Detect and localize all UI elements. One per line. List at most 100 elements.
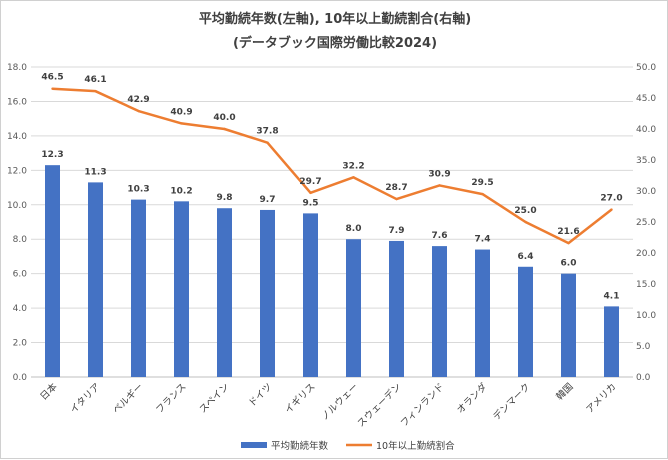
line-point: [481, 192, 484, 196]
bar: [303, 213, 318, 377]
category-label: デンマーク: [491, 381, 533, 423]
right-tick-label: 30.0: [636, 187, 656, 197]
bar-value-label: 7.9: [389, 226, 405, 236]
gridlines: [31, 66, 633, 378]
bar: [561, 273, 576, 377]
line-value-label: 40.9: [170, 107, 192, 117]
left-tick-label: 0.0: [13, 373, 28, 383]
line-point: [223, 127, 226, 131]
bar: [518, 266, 533, 377]
line-value-label: 32.2: [342, 161, 364, 171]
category-label: フィンランド: [399, 381, 447, 429]
right-tick-label: 5.0: [636, 342, 651, 352]
line-point: [567, 241, 570, 245]
bar: [131, 199, 146, 377]
line-value-label: 25.0: [514, 206, 536, 216]
left-tick-label: 8.0: [13, 235, 28, 245]
line-value-label: 46.5: [41, 73, 63, 83]
category-label: ドイツ: [247, 381, 275, 409]
left-tick-label: 6.0: [13, 270, 28, 280]
right-tick-label: 50.0: [636, 63, 656, 73]
left-tick-label: 2.0: [13, 339, 28, 349]
line-value-label: 29.5: [471, 178, 493, 188]
bar-value-label: 9.8: [217, 193, 233, 203]
category-label: イタリア: [68, 381, 102, 415]
line-point: [395, 197, 398, 201]
right-tick-label: 45.0: [636, 94, 656, 104]
line-value-label: 29.7: [299, 177, 321, 187]
category-label: 韓国: [554, 381, 575, 402]
bar-series: 12.3 11.3 10.3 10.2 9.8 9.7 9.5 8.0 7.9 7.6 7.4 6.4…: [41, 150, 619, 377]
category-label: 日本: [38, 380, 60, 402]
category-label: スウェーデン: [355, 381, 404, 430]
line-point: [438, 184, 441, 187]
bar-value-label: 7.6: [432, 231, 448, 241]
bar-value-label: 6.0: [561, 259, 577, 269]
line-point: [524, 220, 527, 224]
category-label: フランス: [154, 381, 189, 416]
line-value-label: 27.0: [600, 194, 622, 204]
bar-value-label: 12.3: [41, 150, 63, 160]
line-value-label: 30.9: [428, 169, 450, 179]
right-tick-label: 40.0: [636, 125, 656, 135]
right-axis-ticks: 0.0 5.0 10.0 15.0 20.0 25.0 30.0 35.0 40.0 45.0 50…: [636, 63, 656, 383]
line-value-label: 28.7: [385, 183, 407, 193]
line-point: [180, 122, 183, 125]
bar-value-label: 9.5: [303, 198, 319, 208]
legend: 平均勤続年数 10年以上勤続割合: [241, 440, 455, 452]
chart-title-line-2: (データブック国際労働比較2024): [233, 35, 437, 51]
bar-value-label: 9.7: [260, 195, 276, 205]
right-tick-label: 10.0: [636, 311, 656, 321]
bar: [346, 239, 361, 377]
line-value-label: 42.9: [127, 95, 149, 105]
line-value-label: 46.1: [84, 75, 106, 85]
bar: [174, 201, 189, 377]
chart-title-line-1: 平均勤続年数(左軸), 10年以上勤続割合(右軸): [199, 11, 471, 27]
bar-value-label: 8.0: [346, 224, 362, 234]
line-value-label: 21.6: [557, 227, 579, 237]
line-point: [51, 87, 54, 90]
left-axis-ticks: 0.0 2.0 4.0 6.0 8.0 10.0 12.0 14.0 16.0 18.0: [7, 63, 27, 383]
bar-value-label: 10.3: [127, 185, 149, 195]
bar: [217, 208, 232, 377]
category-label: イギリス: [283, 381, 318, 416]
legend-line-label: 10年以上勤続割合: [376, 440, 455, 452]
right-tick-label: 15.0: [636, 280, 656, 290]
category-label: ベルギー: [111, 381, 146, 416]
category-label: スペイン: [197, 381, 231, 415]
category-label: ノルウェー: [319, 381, 360, 422]
bar: [260, 209, 275, 377]
x-axis-labels: 日本 イタリア ベルギー フランス スペイン ドイツ イギリス ノルウェースウェーデンフィンラ…: [38, 380, 619, 429]
bar-value-label: 6.4: [518, 252, 534, 262]
chart-title: 平均勤続年数(左軸), 10年以上勤続割合(右軸) (データブック国際労働比較2…: [199, 11, 471, 51]
line-value-label: 37.8: [256, 127, 278, 137]
left-tick-label: 10.0: [7, 201, 27, 211]
bar: [475, 249, 490, 377]
line-point: [352, 176, 355, 179]
legend-bar-label: 平均勤続年数: [271, 440, 329, 452]
bar: [604, 306, 619, 377]
line-point: [266, 141, 269, 144]
right-tick-label: 0.0: [636, 373, 651, 383]
right-tick-label: 35.0: [636, 156, 656, 166]
bar: [432, 246, 447, 377]
legend-bar-swatch: [241, 442, 267, 448]
line-point: [610, 208, 613, 211]
bar-value-label: 11.3: [84, 167, 106, 177]
line-value-label: 40.0: [213, 113, 235, 123]
bar: [389, 240, 404, 377]
line-point: [137, 109, 140, 113]
line-point: [94, 89, 97, 93]
bar-value-label: 4.1: [604, 291, 620, 301]
category-label: アメリカ: [584, 381, 618, 415]
left-tick-label: 18.0: [7, 63, 27, 73]
bar-value-label: 7.4: [475, 235, 491, 245]
right-tick-label: 20.0: [636, 249, 656, 259]
bar-value-label: 10.2: [170, 186, 192, 196]
line-point: [309, 191, 312, 195]
right-tick-label: 25.0: [636, 218, 656, 228]
line-series-path: [52, 87, 613, 245]
left-tick-label: 14.0: [7, 132, 27, 142]
